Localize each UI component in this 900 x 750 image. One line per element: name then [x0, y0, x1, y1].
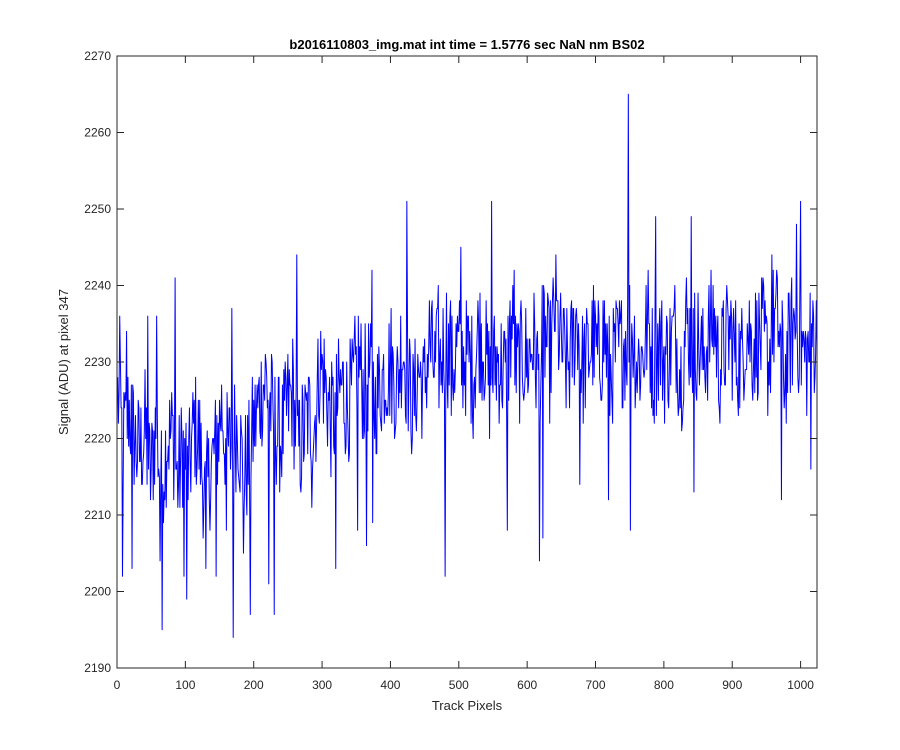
y-tick-label: 2270: [84, 49, 111, 63]
y-tick-label: 2260: [84, 126, 111, 140]
x-tick-label: 1000: [787, 678, 814, 692]
x-tick-label: 300: [312, 678, 332, 692]
x-tick-label: 0: [114, 678, 121, 692]
x-tick-label: 500: [449, 678, 469, 692]
y-tick-label: 2250: [84, 202, 111, 216]
y-tick-label: 2230: [84, 355, 111, 369]
plot-frame: [116, 55, 818, 669]
x-tick-label: 700: [586, 678, 606, 692]
x-tick-label: 600: [517, 678, 537, 692]
signal-series-line: [117, 93, 818, 638]
y-tick-label: 2220: [84, 432, 111, 446]
x-tick-label: 400: [380, 678, 400, 692]
y-axis-label: Signal (ADU) at pixel 347: [56, 289, 71, 435]
plot-area: [117, 56, 817, 668]
x-axis-label: Track Pixels: [432, 698, 503, 713]
y-tick-label: 2190: [84, 661, 111, 675]
x-tick-label: 800: [654, 678, 674, 692]
x-tick-label: 100: [175, 678, 195, 692]
x-tick-label: 200: [244, 678, 264, 692]
x-tick-label: 900: [722, 678, 742, 692]
y-tick-label: 2200: [84, 585, 111, 599]
y-tick-label: 2240: [84, 279, 111, 293]
y-tick-label: 2210: [84, 508, 111, 522]
chart-title: b2016110803_img.mat int time = 1.5776 se…: [289, 37, 644, 52]
axis-ticks: 0 100 200 300 400 500 600 700 800 900 1000 2190 2200…: [84, 49, 817, 692]
